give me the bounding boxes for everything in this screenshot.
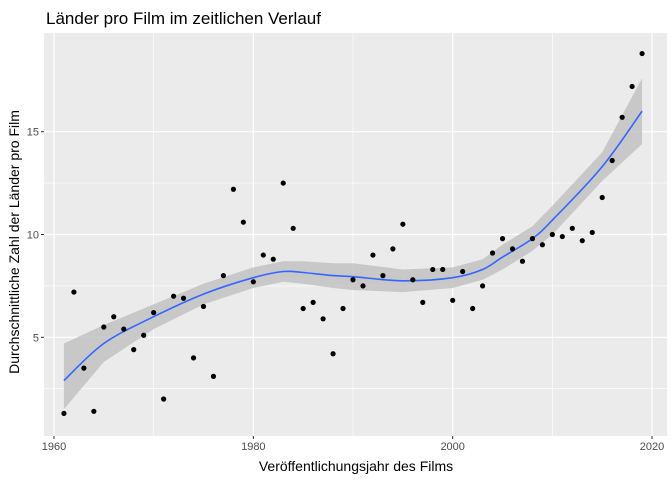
data-point [220,273,227,279]
data-point [141,332,147,338]
data-point [509,246,516,252]
data-point [489,250,496,256]
data-point [420,299,426,305]
data-point [519,258,526,264]
x-tick-label: 2000 [440,441,464,453]
y-axis: 5 10 15 [27,127,44,344]
confidence-ribbon [63,78,643,410]
data-point [589,229,595,236]
data-point [131,347,137,353]
data-point [609,157,615,164]
data-point [240,219,246,225]
y-tick-label: 10 [27,230,39,242]
data-point [280,180,286,186]
y-axis-title: Durchschnittliche Zahl der Länder pro Fi… [6,110,22,374]
data-point [330,351,336,357]
data-point [400,221,406,227]
data-point [161,396,167,402]
x-axis-title: Veröffentlichungsjahr des Films [259,458,453,474]
data-point [539,242,546,248]
data-point [499,236,506,242]
x-axis: 1960 1980 2000 2020 [42,436,664,453]
chart-title: Länder pro Film im zeitlichen Verlauf [46,9,321,28]
data-point [270,256,276,262]
data-point [390,246,396,252]
data-point [619,114,625,120]
data-point [629,83,635,90]
y-tick-label: 5 [33,332,39,344]
data-point [210,373,217,379]
data-point [310,299,316,305]
x-tick-label: 1960 [42,441,66,453]
y-tick-label: 15 [27,127,39,139]
data-point [320,316,326,322]
data-point [599,194,605,201]
data-point [170,293,177,299]
data-point [470,305,476,312]
data-point [350,277,356,283]
smooth-line-path [63,110,643,382]
data-point [250,279,256,285]
smooth-line [63,110,643,382]
data-point [151,310,157,316]
data-point [639,50,645,57]
data-point [91,408,97,414]
data-point [101,324,107,330]
data-point [300,305,306,312]
data-point [81,365,87,371]
data-point [190,355,197,361]
data-point [260,252,266,258]
data-point [200,303,207,310]
data-point [340,305,346,312]
data-point [111,314,117,320]
data-point [569,225,575,231]
data-points [61,50,645,416]
data-point [479,283,486,289]
data-point [549,231,555,238]
data-point [559,233,565,240]
data-point [579,238,585,244]
data-point [529,236,536,242]
data-point [370,252,376,258]
data-point [410,277,416,283]
data-point [290,225,296,231]
data-point [121,326,127,332]
x-tick-label: 1980 [241,441,265,453]
data-point [380,273,386,279]
data-point [61,410,67,416]
data-point [230,186,236,192]
data-point [460,268,466,275]
data-point [440,266,446,273]
data-point [450,297,456,303]
data-point [430,266,436,273]
x-tick-label: 2020 [640,441,664,453]
data-point [180,295,187,301]
data-point [360,283,366,289]
data-point [71,289,77,295]
ribbon-area [63,78,643,410]
